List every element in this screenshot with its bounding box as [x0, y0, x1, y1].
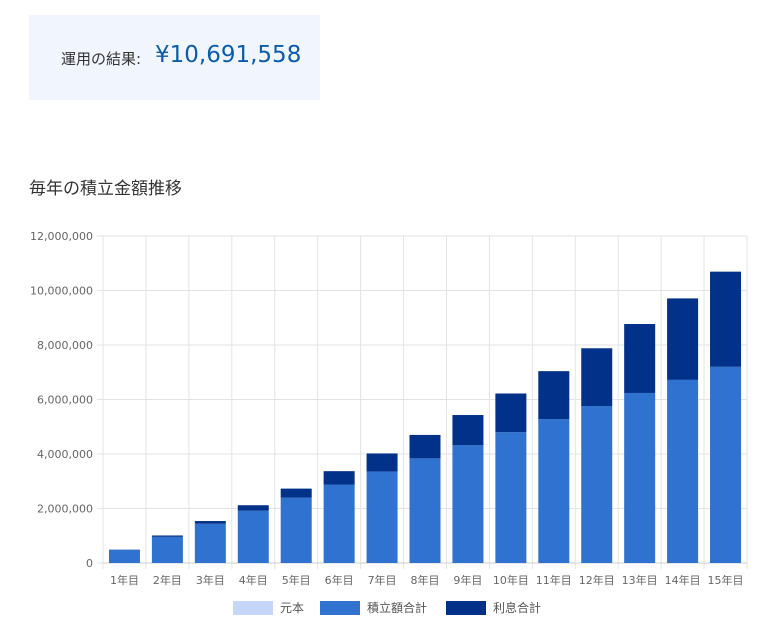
result-label: 運用の結果: — [61, 50, 142, 68]
bar-segment — [538, 419, 570, 563]
legend-swatch — [446, 601, 486, 615]
bar-segment — [280, 488, 312, 498]
x-tick-label: 9年目 — [453, 573, 482, 587]
bar-segment — [452, 415, 484, 446]
y-tick-label: 4,000,000 — [37, 448, 93, 461]
legend-swatch — [320, 601, 360, 615]
x-tick-label: 4年目 — [239, 573, 268, 587]
x-tick-label: 11年目 — [536, 573, 572, 587]
bar-segment — [280, 497, 312, 563]
bar-segment — [710, 271, 742, 367]
bar-segment — [495, 432, 527, 563]
x-tick-label: 3年目 — [196, 573, 225, 587]
bar-segment — [323, 471, 355, 485]
bar-segment — [624, 392, 656, 563]
bar-segment — [108, 549, 140, 563]
x-tick-label: 8年目 — [411, 573, 440, 587]
bar-segment — [495, 393, 527, 433]
bar-segment — [667, 379, 699, 563]
x-tick-label: 1年目 — [110, 573, 139, 587]
x-tick-label: 5年目 — [282, 573, 311, 587]
legend-label: 積立額合計 — [367, 600, 427, 615]
bar-segment — [151, 536, 183, 563]
bar-segment — [409, 434, 441, 459]
bar-segment — [667, 298, 699, 380]
bar-segment — [581, 348, 613, 407]
y-tick-label: 12,000,000 — [30, 230, 93, 243]
bar-segment — [710, 366, 742, 563]
x-tick-label: 15年目 — [708, 573, 744, 587]
x-tick-label: 6年目 — [325, 573, 354, 587]
x-tick-label: 12年目 — [579, 573, 615, 587]
bar-segment — [366, 471, 398, 563]
bar-segment — [237, 510, 269, 563]
bar-segment — [409, 458, 441, 563]
y-tick-label: 2,000,000 — [37, 503, 93, 516]
x-tick-label: 7年目 — [368, 573, 397, 587]
x-tick-label: 10年目 — [493, 573, 529, 587]
x-tick-label: 14年目 — [665, 573, 701, 587]
bar-segment — [452, 445, 484, 563]
x-tick-label: 13年目 — [622, 573, 658, 587]
bar-segment — [624, 324, 656, 393]
bar-segment — [194, 523, 226, 563]
y-tick-label: 8,000,000 — [37, 339, 93, 352]
bar-segment — [538, 371, 570, 420]
y-tick-label: 6,000,000 — [37, 394, 93, 407]
result-value: ¥10,691,558 — [155, 42, 302, 68]
bar-segment — [581, 406, 613, 563]
legend-swatch — [233, 601, 273, 615]
y-tick-label: 10,000,000 — [30, 285, 93, 298]
legend-label: 元本 — [280, 601, 304, 615]
x-tick-label: 2年目 — [153, 573, 182, 587]
y-tick-label: 0 — [86, 557, 93, 570]
result-box: 運用の結果: ¥10,691,558 — [29, 15, 320, 100]
bar-segment — [237, 505, 269, 511]
bar-segment — [151, 535, 183, 537]
chart-title: 毎年の積立金額推移 — [29, 179, 182, 199]
legend-label: 利息合計 — [493, 600, 541, 615]
bar-segment — [323, 484, 355, 563]
bar-segment — [366, 453, 398, 472]
bar-segment — [194, 521, 226, 524]
